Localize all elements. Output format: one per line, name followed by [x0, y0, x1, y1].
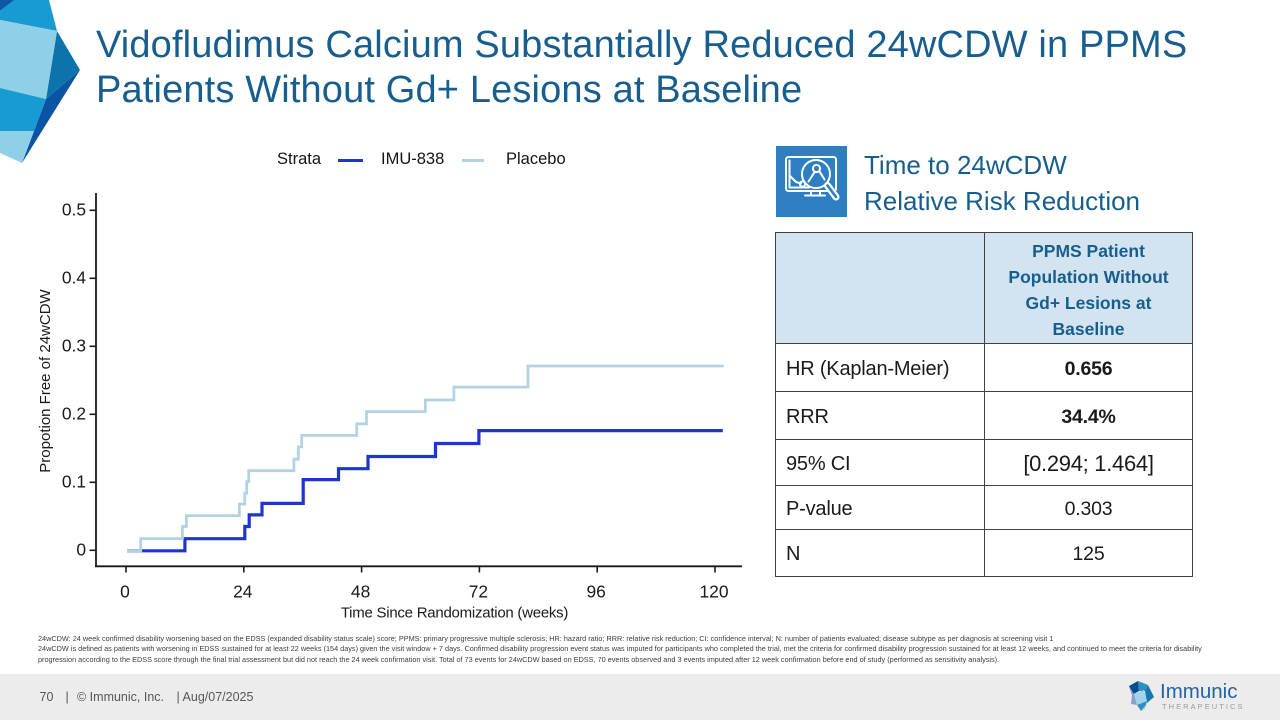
svg-text:Time Since Randomization (week: Time Since Randomization (weeks)	[341, 605, 569, 622]
svg-text:0: 0	[120, 581, 130, 601]
svg-text:120: 120	[699, 581, 728, 601]
svg-text:0.5: 0.5	[62, 200, 86, 220]
svg-text:Propotion Free of 24wCDW: Propotion Free of 24wCDW	[37, 288, 54, 472]
svg-text:48: 48	[351, 581, 370, 601]
svg-text:0.4: 0.4	[62, 268, 87, 288]
svg-text:0.3: 0.3	[62, 336, 86, 356]
svg-text:0.2: 0.2	[62, 404, 86, 424]
svg-text:96: 96	[587, 581, 606, 601]
svg-text:0: 0	[76, 540, 86, 560]
svg-text:0.1: 0.1	[62, 472, 86, 492]
svg-text:24: 24	[233, 581, 253, 601]
svg-text:72: 72	[469, 581, 488, 601]
